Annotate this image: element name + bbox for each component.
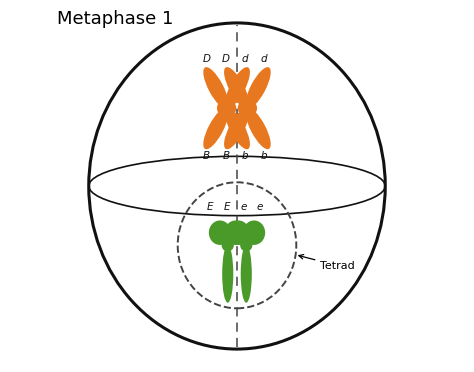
Text: b: b: [242, 151, 248, 161]
Ellipse shape: [246, 67, 271, 109]
Ellipse shape: [222, 245, 233, 303]
Text: Metaphase 1: Metaphase 1: [57, 10, 173, 28]
Text: E: E: [223, 202, 230, 212]
Ellipse shape: [228, 221, 250, 245]
Text: d: d: [242, 54, 248, 64]
Text: e: e: [240, 202, 247, 212]
Text: E: E: [207, 202, 214, 212]
Ellipse shape: [246, 108, 271, 149]
Ellipse shape: [224, 108, 249, 149]
Ellipse shape: [240, 239, 252, 251]
Text: d: d: [260, 54, 267, 64]
Ellipse shape: [242, 230, 258, 248]
Ellipse shape: [223, 230, 240, 248]
Ellipse shape: [238, 99, 257, 118]
Ellipse shape: [241, 245, 252, 303]
Ellipse shape: [203, 67, 228, 109]
Text: e: e: [257, 202, 263, 212]
Text: D: D: [202, 54, 210, 64]
Ellipse shape: [89, 23, 385, 349]
Text: b: b: [260, 151, 267, 161]
Ellipse shape: [234, 230, 251, 248]
Ellipse shape: [224, 221, 246, 245]
Text: B: B: [222, 151, 229, 161]
Ellipse shape: [224, 67, 249, 109]
Ellipse shape: [209, 221, 231, 245]
Ellipse shape: [225, 67, 250, 109]
Text: Tetrad: Tetrad: [299, 254, 355, 271]
Ellipse shape: [203, 108, 228, 149]
Ellipse shape: [243, 221, 265, 245]
Ellipse shape: [225, 108, 250, 149]
Text: B: B: [203, 151, 210, 161]
Ellipse shape: [222, 239, 234, 251]
Text: D: D: [222, 54, 230, 64]
Ellipse shape: [217, 99, 236, 118]
Ellipse shape: [216, 230, 232, 248]
